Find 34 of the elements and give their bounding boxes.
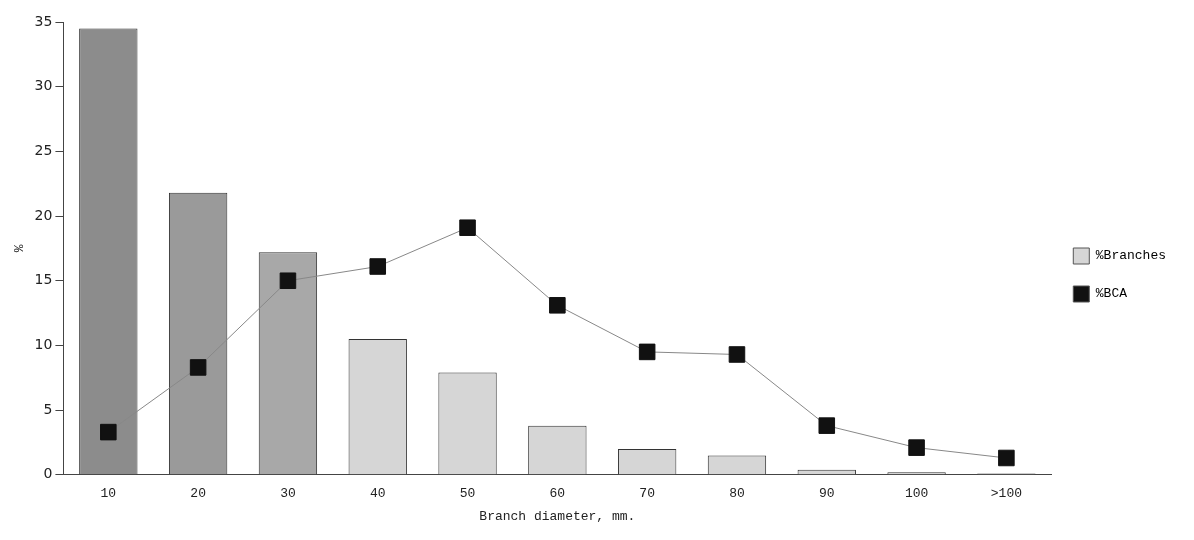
x-tick-label: 40 xyxy=(369,486,386,502)
y-tick-label: 25 xyxy=(34,142,53,159)
point xyxy=(998,449,1015,467)
x-tick-label: 80 xyxy=(729,486,745,502)
x-axis-title: Branch diameter, mm. xyxy=(479,508,636,524)
y-tick-label: 10 xyxy=(34,336,53,353)
y-tick-label: 5 xyxy=(43,400,53,417)
x-tick-label: 30 xyxy=(280,486,296,502)
point xyxy=(100,423,117,441)
y-tick-label: 30 xyxy=(34,77,53,94)
point xyxy=(549,297,566,314)
x-tick-label: >100 xyxy=(990,486,1022,502)
y-tick-label: 15 xyxy=(34,271,53,288)
legend-label: %Branches xyxy=(1095,248,1167,264)
y-tick-label: 0 xyxy=(43,465,53,482)
point xyxy=(279,272,297,290)
point xyxy=(728,346,746,363)
point xyxy=(369,258,387,275)
x-tick-label: 70 xyxy=(639,486,655,502)
x-tick-label: 90 xyxy=(818,486,835,502)
x-tick-label: 60 xyxy=(549,486,566,502)
y-axis-title: % xyxy=(12,244,28,253)
point xyxy=(459,219,476,236)
y-tick-label: 35 xyxy=(34,12,53,29)
point xyxy=(638,343,656,361)
x-tick-label: 20 xyxy=(190,486,206,502)
point xyxy=(908,439,925,456)
point xyxy=(189,359,207,376)
legend-label: %BCA xyxy=(1095,286,1128,302)
x-tick-label: 10 xyxy=(100,486,117,502)
x-tick-label: 100 xyxy=(904,486,929,502)
y-tick-label: 20 xyxy=(34,206,53,223)
point xyxy=(818,417,836,434)
x-tick-label: 50 xyxy=(459,486,476,502)
